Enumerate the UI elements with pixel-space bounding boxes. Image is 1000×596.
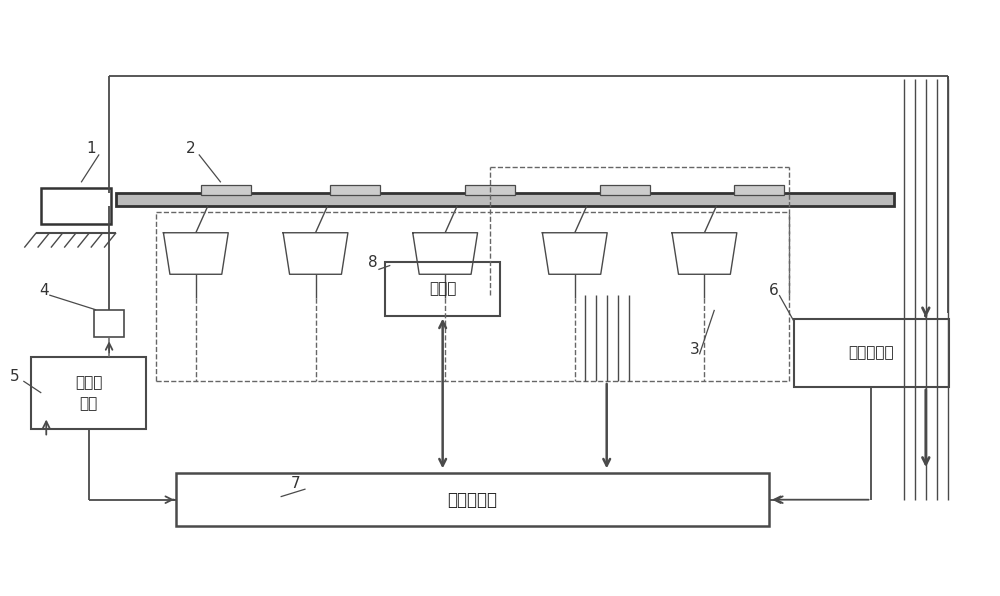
Text: 8: 8 [368, 254, 378, 269]
Bar [600, 185, 650, 195]
Bar [201, 185, 251, 195]
Bar [31, 358, 146, 429]
Text: 1: 1 [86, 141, 96, 156]
Text: 6: 6 [769, 283, 779, 298]
Bar [794, 319, 949, 387]
Text: 计算机: 计算机 [429, 281, 456, 297]
Polygon shape [283, 233, 348, 274]
Text: 5: 5 [10, 369, 20, 384]
Bar [116, 193, 894, 206]
Polygon shape [542, 233, 607, 274]
Text: 4: 4 [39, 283, 49, 298]
Bar [94, 310, 124, 337]
Text: 运动控制卡: 运动控制卡 [448, 491, 498, 509]
Text: 功率放
大器: 功率放 大器 [75, 375, 102, 411]
Bar [465, 185, 515, 195]
Polygon shape [163, 233, 228, 274]
Polygon shape [413, 233, 478, 274]
Text: 3: 3 [689, 342, 699, 358]
Bar [330, 185, 380, 195]
Text: 7: 7 [291, 476, 300, 491]
Text: 动态应变以: 动态应变以 [849, 345, 894, 361]
Bar [734, 185, 784, 195]
Bar [41, 188, 111, 224]
Text: 2: 2 [186, 141, 195, 156]
Bar [385, 262, 500, 316]
Bar [176, 473, 769, 526]
Polygon shape [672, 233, 737, 274]
